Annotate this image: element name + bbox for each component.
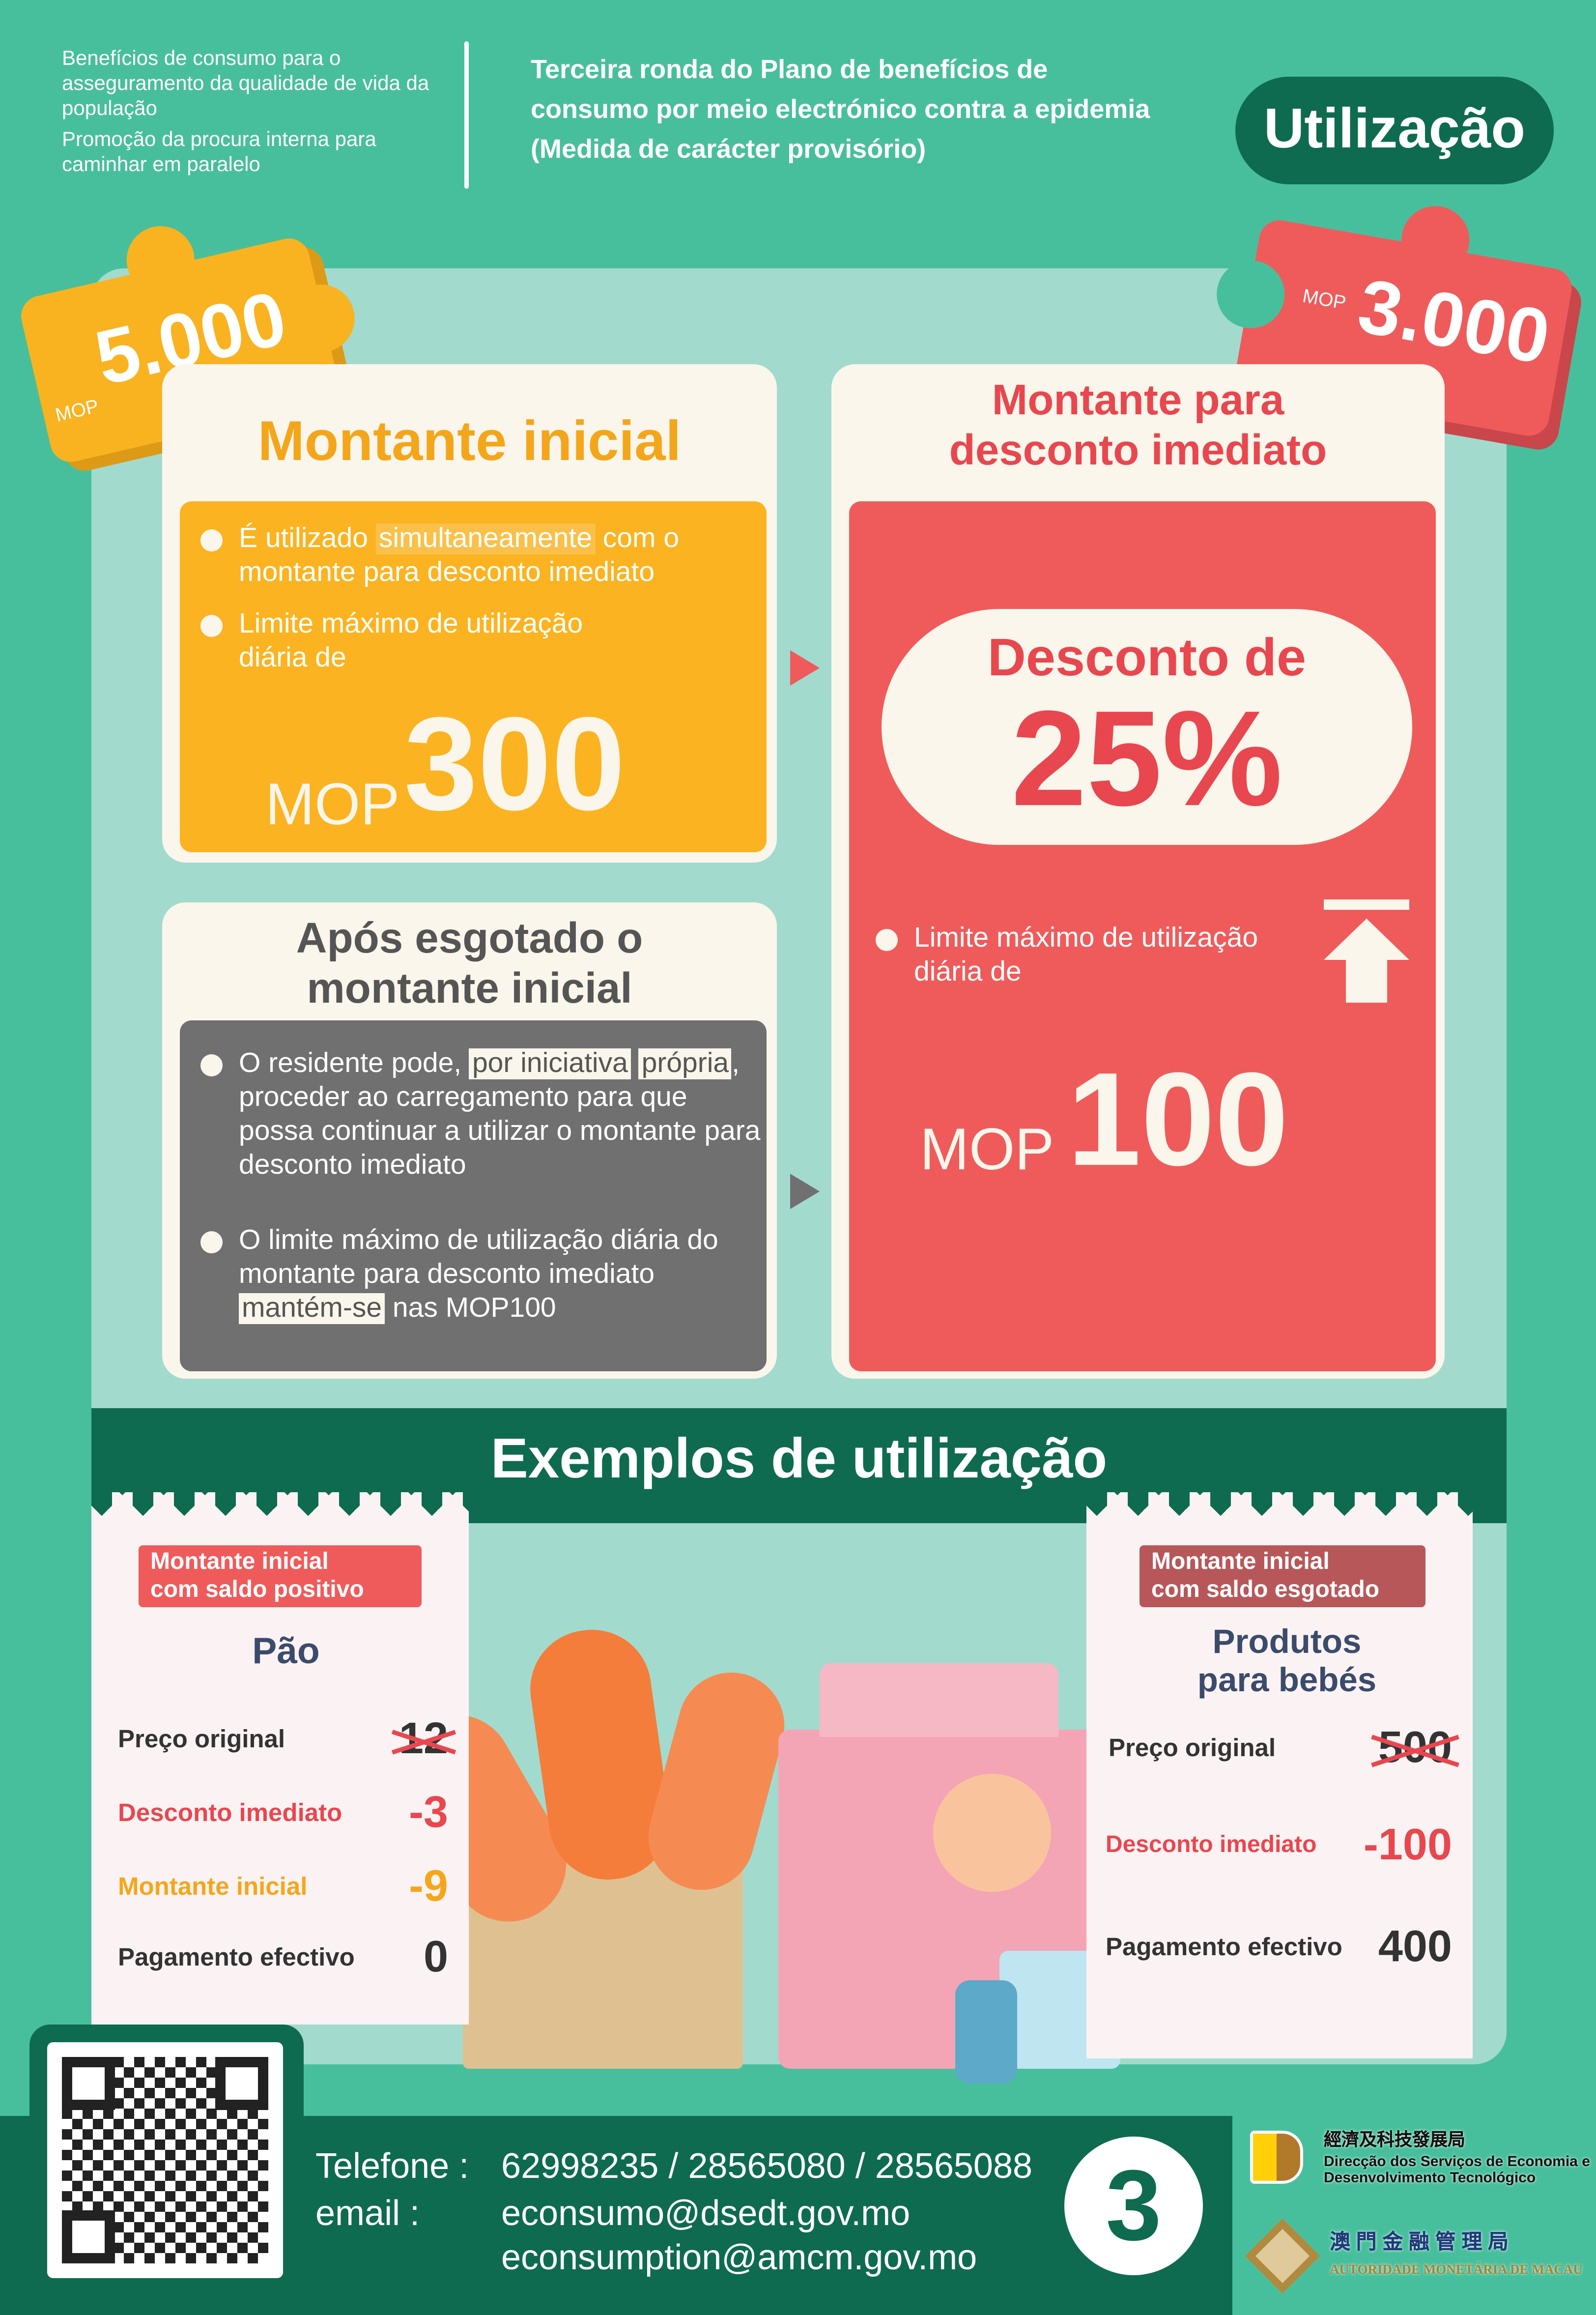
illustration-area	[377, 1523, 1120, 2084]
after-exhausted-card: Após esgotado o montante inicial O resid…	[162, 902, 777, 1379]
qr-code[interactable]	[29, 2025, 304, 2305]
highlight: própria	[638, 1048, 732, 1079]
row-label: Desconto imediato	[1106, 1833, 1317, 1858]
item-line: Produtos	[1212, 1622, 1362, 1660]
phone-label: Telefone :	[315, 2147, 469, 2187]
original-price: 12	[399, 1713, 448, 1766]
utilizacao-badge: Utilização	[1235, 77, 1554, 184]
title-line: montante inicial	[307, 966, 632, 1013]
logo-line: Desenvolvimento Tecnológico	[1324, 2170, 1536, 2187]
title-line: desconto imediato	[949, 428, 1327, 475]
row-label: Pagamento efectivo	[1106, 1933, 1342, 1961]
title-line: consumo por meio electrónico contra a ep…	[531, 94, 1150, 124]
payment-value: 400	[1378, 1923, 1452, 1971]
title-line: Terceira ronda do Plano de benefícios de	[531, 55, 1048, 84]
status-tag: Montante inicial com saldo positivo	[139, 1545, 422, 1607]
logo-line: Direcção dos Serviços de Economia e	[1324, 2154, 1590, 2170]
currency: MOP	[265, 773, 400, 838]
currency: MOP	[920, 1118, 1054, 1183]
text: É utilizado	[239, 523, 376, 554]
header-title: Terceira ronda do Plano de benefícios de…	[531, 50, 1224, 170]
amcm-name-pt: AUTORIDADE MONETÁRIA DE MACAU	[1330, 2262, 1583, 2277]
baby-bottle-icon	[955, 1980, 1017, 2084]
discount-pill: Desconto de 25%	[882, 609, 1412, 845]
text: com o montante para desconto imediato	[239, 523, 680, 588]
title-line: Após esgotado o	[296, 916, 643, 963]
initial-value: -9	[408, 1862, 448, 1911]
amcm-name-cn: 澳 門 金 融 管 理 局	[1330, 2229, 1509, 2253]
example-receipt-left: Montante inicial com saldo positivo Pão P…	[91, 1492, 469, 2025]
discount-card: Montante para desconto imediato Desconto…	[831, 364, 1445, 1379]
row-label: Preço original	[118, 1725, 285, 1753]
divider	[464, 41, 469, 189]
dsedt-logo	[1250, 2131, 1303, 2184]
title-line: Montante para	[992, 377, 1284, 425]
arrow-right-icon	[790, 1174, 820, 1209]
currency: MOP	[1301, 284, 1348, 314]
amcm-logo	[1245, 2218, 1320, 2294]
dsedt-name-pt: Direcção dos Serviços de Economia e Desen…	[1324, 2154, 1592, 2187]
highlight: por iniciativa	[469, 1048, 631, 1079]
tag-line: Montante inicial	[150, 1550, 329, 1575]
tag-line: com saldo esgotado	[1151, 1578, 1380, 1603]
tag-line: Montante inicial	[1151, 1550, 1330, 1575]
discount-value: -3	[408, 1789, 448, 1837]
limit-value: 100	[1067, 1047, 1289, 1194]
yellow-box: É utilizado simultaneamente com o montan…	[180, 501, 767, 852]
discount-value: -100	[1363, 1821, 1452, 1870]
text: O residente pode,	[239, 1048, 469, 1079]
baby-icon	[933, 1774, 1051, 1892]
bullet-1: O residente pode, por iniciativa própria…	[200, 1047, 761, 1183]
item-name: Pão	[252, 1631, 320, 1672]
initial-amount-card: Montante inicial É utilizado simultaneam…	[162, 364, 777, 863]
row-label: Montante inicial	[118, 1873, 308, 1901]
original-price: 500	[1378, 1722, 1452, 1775]
discount-percent: 25%	[1011, 684, 1283, 835]
arrow-up-limit-icon	[1324, 899, 1409, 1006]
payment-value: 0	[423, 1933, 448, 1982]
highlight: mantém-se	[239, 1293, 385, 1324]
email-label: email :	[315, 2194, 420, 2234]
text: nas MOP100	[385, 1293, 556, 1324]
row-label: Pagamento efectivo	[118, 1943, 355, 1971]
red-box: Desconto de 25% Limite máximo de utiliza…	[849, 501, 1436, 1371]
email-link[interactable]: econsumption@amcm.gov.mo	[501, 2238, 977, 2278]
bullet-2: O limite máximo de utilização diária do …	[200, 1224, 761, 1326]
tag-line: com saldo positivo	[150, 1578, 364, 1603]
text: , proceder ao carregamento para que poss…	[239, 1048, 761, 1181]
qr-code-icon	[47, 2042, 283, 2278]
bullet-2: Limite máximo de utilização diária de	[200, 608, 643, 675]
item-name: Produtos para bebés	[1086, 1622, 1487, 1699]
email-link[interactable]: econsumo@dsedt.gov.mo	[501, 2194, 911, 2234]
title-line: (Medida de carácter provisório)	[531, 134, 926, 164]
puzzle-knob	[119, 219, 201, 301]
highlight: simultaneamente	[375, 523, 595, 554]
page-number: 3	[1064, 2137, 1203, 2275]
gray-box: O residente pode, por iniciativa própria…	[180, 1020, 767, 1371]
currency: MOP	[53, 394, 101, 426]
card-title: Montante para desconto imediato	[831, 376, 1445, 476]
card-title: Montante inicial	[257, 411, 682, 473]
dsedt-name-cn: 經濟及科技發展局	[1324, 2129, 1466, 2150]
text: O limite máximo de utilização diária do …	[239, 1225, 718, 1290]
slogan-1: Benefícios de consumo para o asseguramen…	[62, 46, 429, 119]
bag-handle	[820, 1663, 1058, 1737]
phone-numbers[interactable]: 62998235 / 28565080 / 28565088	[501, 2147, 1033, 2187]
status-tag: Montante inicial com saldo esgotado	[1140, 1545, 1425, 1607]
example-receipt-right: Montante inicial com saldo esgotado Produ…	[1086, 1492, 1473, 2058]
arrow-right-icon	[790, 650, 820, 686]
card-title: Após esgotado o montante inicial	[162, 914, 777, 1014]
slogan-2: Promoção da procura interna para caminha…	[62, 127, 376, 175]
limit-value: 300	[404, 692, 626, 839]
discount-label: Desconto de	[987, 627, 1307, 687]
header-slogans: Benefícios de consumo para o asseguramen…	[62, 46, 453, 183]
bullet-1: É utilizado simultaneamente com o montan…	[200, 522, 753, 590]
bullet-1: Limite máximo de utilização diária de	[876, 922, 1303, 989]
puzzle-knob	[1396, 201, 1475, 280]
row-label: Desconto imediato	[118, 1799, 342, 1827]
item-line: para bebés	[1197, 1660, 1377, 1699]
row-label: Preço original	[1109, 1734, 1276, 1762]
